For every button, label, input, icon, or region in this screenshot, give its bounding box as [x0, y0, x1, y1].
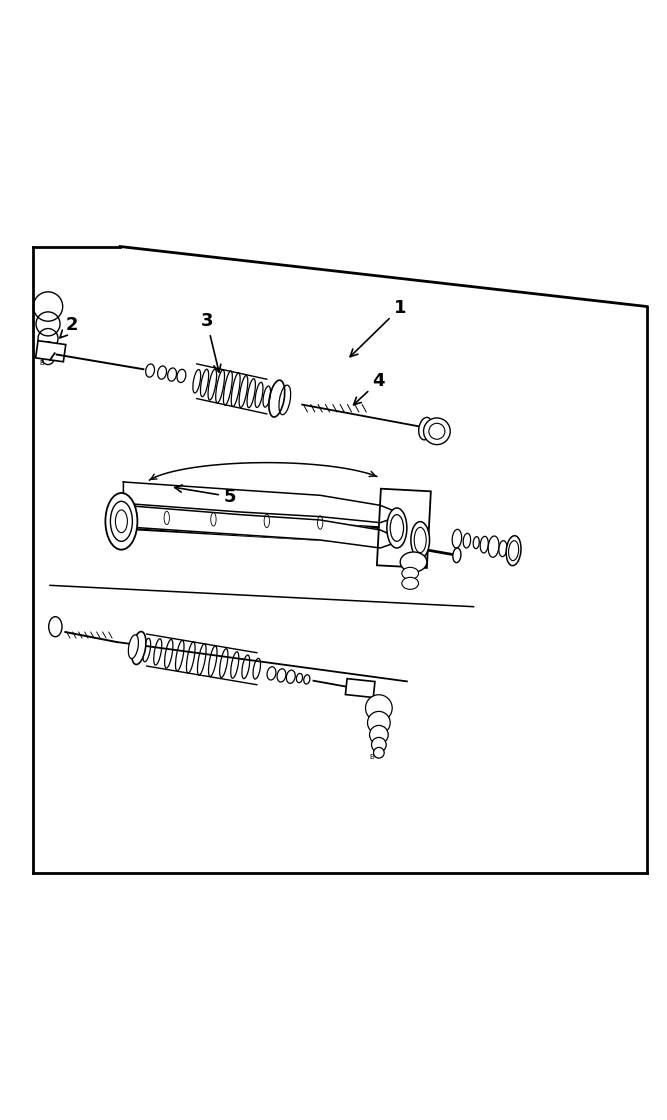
Polygon shape — [123, 505, 404, 548]
Ellipse shape — [387, 508, 407, 548]
Circle shape — [372, 737, 386, 753]
Ellipse shape — [453, 548, 461, 562]
Text: 1: 1 — [350, 299, 406, 356]
Text: 5: 5 — [175, 485, 236, 505]
Ellipse shape — [105, 493, 137, 550]
Ellipse shape — [286, 670, 295, 683]
Ellipse shape — [419, 418, 432, 440]
Ellipse shape — [452, 530, 462, 548]
Ellipse shape — [414, 528, 426, 552]
Ellipse shape — [110, 502, 132, 541]
Text: 2: 2 — [60, 316, 78, 338]
Bar — [377, 488, 431, 568]
Ellipse shape — [508, 541, 519, 561]
Circle shape — [429, 423, 445, 439]
Circle shape — [366, 694, 392, 721]
Text: B: B — [370, 755, 375, 760]
Ellipse shape — [49, 617, 62, 636]
Circle shape — [370, 726, 388, 744]
Text: B: B — [39, 360, 44, 365]
Ellipse shape — [128, 635, 139, 659]
Ellipse shape — [390, 515, 404, 541]
Text: 4: 4 — [354, 372, 385, 404]
Bar — [35, 340, 66, 362]
Ellipse shape — [115, 510, 127, 533]
Bar — [346, 679, 375, 698]
Circle shape — [424, 418, 450, 445]
Ellipse shape — [499, 541, 507, 557]
Ellipse shape — [402, 577, 419, 589]
Ellipse shape — [411, 522, 430, 559]
Ellipse shape — [488, 536, 499, 558]
Ellipse shape — [277, 669, 286, 682]
Text: 3: 3 — [201, 312, 221, 372]
Ellipse shape — [506, 535, 521, 566]
Ellipse shape — [463, 533, 471, 548]
Ellipse shape — [400, 552, 427, 572]
Circle shape — [368, 711, 390, 734]
Ellipse shape — [402, 568, 419, 579]
Circle shape — [374, 747, 384, 758]
Polygon shape — [123, 482, 404, 523]
Ellipse shape — [480, 536, 488, 553]
Ellipse shape — [131, 632, 146, 664]
Ellipse shape — [473, 536, 480, 549]
Ellipse shape — [267, 666, 276, 680]
